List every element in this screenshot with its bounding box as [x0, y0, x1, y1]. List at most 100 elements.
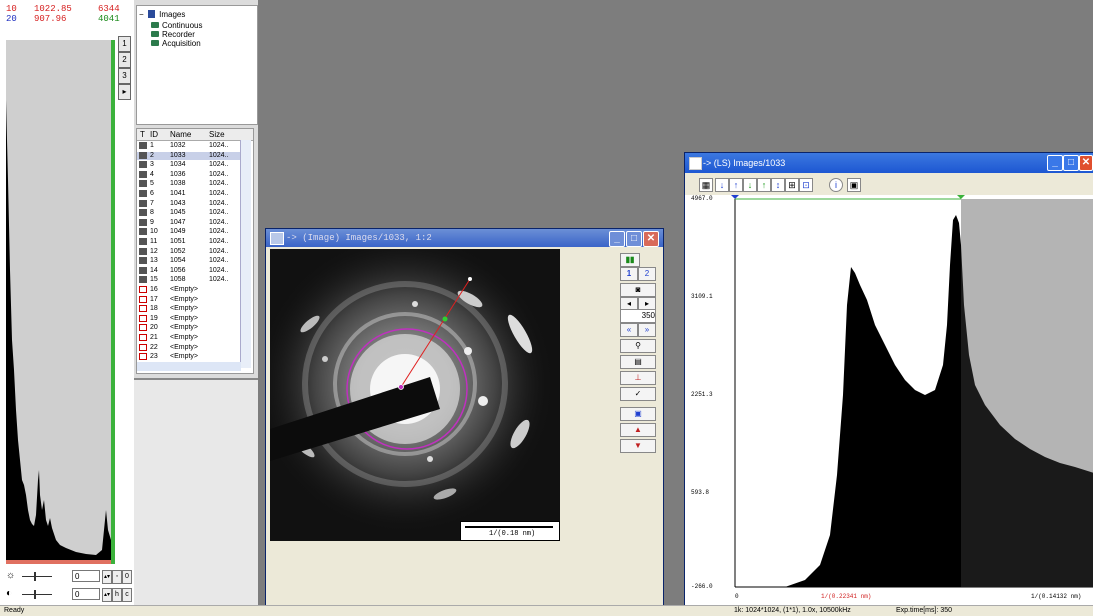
column-header-size[interactable]: Size — [209, 130, 225, 139]
brightness-spinner[interactable]: ▴▾ — [102, 570, 112, 584]
checkmark-icon[interactable]: ✓ — [620, 387, 656, 401]
image-thumb-icon — [139, 190, 147, 197]
list-item[interactable]: 18 <Empty> — [137, 305, 241, 313]
line-scan-titlebar[interactable]: -> (LS) Images/1033 _ □ ✕ — [685, 153, 1093, 173]
line-scan-toolbar: ▦ ↓ ↑ ↓ ↑ ↕ ⊞ ⊡ i ▣ — [685, 173, 1093, 195]
brightness-reset-button[interactable]: 0 — [122, 570, 132, 584]
range-icon[interactable]: ↕ — [771, 178, 785, 192]
tree-item-acquisition[interactable]: Acquisition — [151, 39, 201, 48]
zoom-2-button[interactable]: 2 — [638, 267, 656, 281]
column-header-type[interactable]: T — [140, 130, 145, 139]
list-item-size: 1024.. — [209, 161, 229, 169]
y-tick-label: 4967.0 — [691, 195, 713, 202]
zoom-1-button[interactable]: 1 — [620, 267, 638, 281]
filter-icon[interactable]: ⚲ — [620, 339, 656, 353]
tree-item-recorder[interactable]: Recorder — [151, 30, 195, 39]
histogram-range-marker[interactable] — [111, 40, 115, 564]
contrast-slider-thumb[interactable] — [34, 590, 36, 599]
tree-item-continuous[interactable]: Continuous — [151, 21, 202, 30]
image-thumb-icon — [139, 199, 147, 207]
contrast-slider[interactable] — [22, 594, 52, 595]
brightness-value-input[interactable]: 0 — [72, 570, 100, 582]
contrast-spinner[interactable]: ▴▾ — [102, 588, 112, 602]
image-window-titlebar[interactable]: -> (Image) Images/1033, 1:2 _ □ ✕ — [266, 229, 663, 247]
image-thumb-icon — [139, 238, 147, 245]
grid-icon[interactable]: ▦ — [699, 178, 713, 192]
brightness-slider-thumb[interactable] — [34, 572, 36, 581]
maximize-button[interactable]: □ — [626, 231, 642, 247]
list-item[interactable]: 23 <Empty> — [137, 353, 241, 361]
save-icon[interactable]: ▣ — [847, 178, 861, 192]
exposure-value[interactable]: 350 — [620, 309, 656, 323]
y-tick-label: 3109.1 — [691, 293, 713, 300]
list-item[interactable]: 2 1033 1024.. — [137, 151, 241, 160]
play-button[interactable]: ▮▮ — [620, 253, 640, 267]
list-item[interactable]: 12 1052 1024.. — [137, 247, 241, 256]
list-item-name: 1034 — [170, 161, 186, 169]
marker-add-icon[interactable]: ▲ — [620, 423, 656, 437]
list-item[interactable]: 11 1051 1024.. — [137, 238, 241, 246]
y-tick-label: 2251.3 — [691, 391, 713, 398]
list-item[interactable]: 20 <Empty> — [137, 324, 241, 332]
list-item[interactable]: 7 1043 1024.. — [137, 199, 241, 208]
display-icon[interactable]: ▤ — [620, 355, 656, 369]
contrast-h-button[interactable]: h — [112, 588, 122, 602]
histogram-stat-count: 6344 — [98, 4, 120, 14]
display-tab-2[interactable]: 2 — [118, 52, 131, 68]
display-tab-3[interactable]: 3 — [118, 68, 131, 84]
marker-remove-icon[interactable]: ▼ — [620, 439, 656, 453]
list-item[interactable]: 9 1047 1024.. — [137, 218, 241, 227]
list-item[interactable]: 6 1041 1024.. — [137, 190, 241, 198]
list-item[interactable]: 5 1038 1024.. — [137, 180, 241, 188]
image-window-icon — [270, 232, 284, 245]
minimize-button[interactable]: _ — [1047, 155, 1063, 171]
arrow-up-green-icon[interactable]: ↑ — [757, 178, 771, 192]
list-item-id: 17 — [150, 295, 158, 303]
display-tab-1[interactable]: 1 — [118, 36, 131, 52]
close-button[interactable]: ✕ — [1079, 155, 1093, 171]
profile-icon[interactable]: ⊥ — [620, 371, 656, 385]
scale-icon[interactable]: ⊡ — [799, 178, 813, 192]
list-item[interactable]: 15 1058 1024.. — [137, 276, 241, 284]
maximize-button[interactable]: □ — [1063, 155, 1079, 171]
list-item[interactable]: 4 1036 1024.. — [137, 170, 241, 179]
list-item[interactable]: 8 1045 1024.. — [137, 209, 241, 217]
column-header-name[interactable]: Name — [170, 130, 192, 139]
brightness-slider[interactable] — [22, 576, 52, 577]
save-icon[interactable]: ▣ — [620, 407, 656, 421]
rewind-button[interactable]: « — [620, 323, 638, 337]
info-icon[interactable]: i — [829, 178, 843, 192]
minimize-button[interactable]: _ — [609, 231, 625, 247]
contrast-c-button[interactable]: c — [122, 588, 132, 602]
arrow-down-icon[interactable]: ↓ — [715, 178, 729, 192]
histogram-stats: 10 1022.85 6344 20 907.96 4041 — [0, 0, 134, 40]
list-item[interactable]: 3 1034 1024.. — [137, 161, 241, 169]
image-thumb-icon — [139, 218, 147, 226]
image-list-hscrollbar[interactable] — [137, 362, 241, 371]
list-item[interactable]: 14 1056 1024.. — [137, 266, 241, 275]
scale-bar-label: 1/(0.18 nm) — [489, 530, 536, 538]
arrow-down-green-icon[interactable]: ↓ — [743, 178, 757, 192]
list-item[interactable]: 19 <Empty> — [137, 314, 241, 323]
camera-icon[interactable]: ◙ — [620, 283, 656, 297]
forward-button[interactable]: » — [638, 323, 656, 337]
contrast-value-input[interactable]: 0 — [72, 588, 100, 600]
display-tab-more[interactable]: ▸ — [118, 84, 131, 100]
list-item-name: 1032 — [170, 142, 186, 149]
close-button[interactable]: ✕ — [643, 231, 659, 247]
column-header-id[interactable]: ID — [150, 130, 158, 139]
list-item[interactable]: 17 <Empty> — [137, 295, 241, 304]
fit-icon[interactable]: ⊞ — [785, 178, 799, 192]
arrow-up-icon[interactable]: ↑ — [729, 178, 743, 192]
list-item[interactable]: 10 1049 1024.. — [137, 228, 241, 236]
brightness-option-button[interactable]: ◦ — [112, 570, 122, 584]
tree-root[interactable]: − Images — [139, 10, 185, 19]
list-item[interactable]: 13 1054 1024.. — [137, 257, 241, 265]
list-item[interactable]: 1 1032 1024.. — [137, 142, 241, 150]
list-item[interactable]: 16 <Empty> — [137, 286, 241, 294]
list-item[interactable]: 21 <Empty> — [137, 334, 241, 342]
tree-expander-icon[interactable]: − — [139, 10, 144, 19]
list-item[interactable]: 22 <Empty> — [137, 343, 241, 352]
image-list-scrollbar[interactable] — [240, 140, 251, 368]
diffraction-image[interactable]: 1/(0.18 nm) — [270, 249, 560, 541]
